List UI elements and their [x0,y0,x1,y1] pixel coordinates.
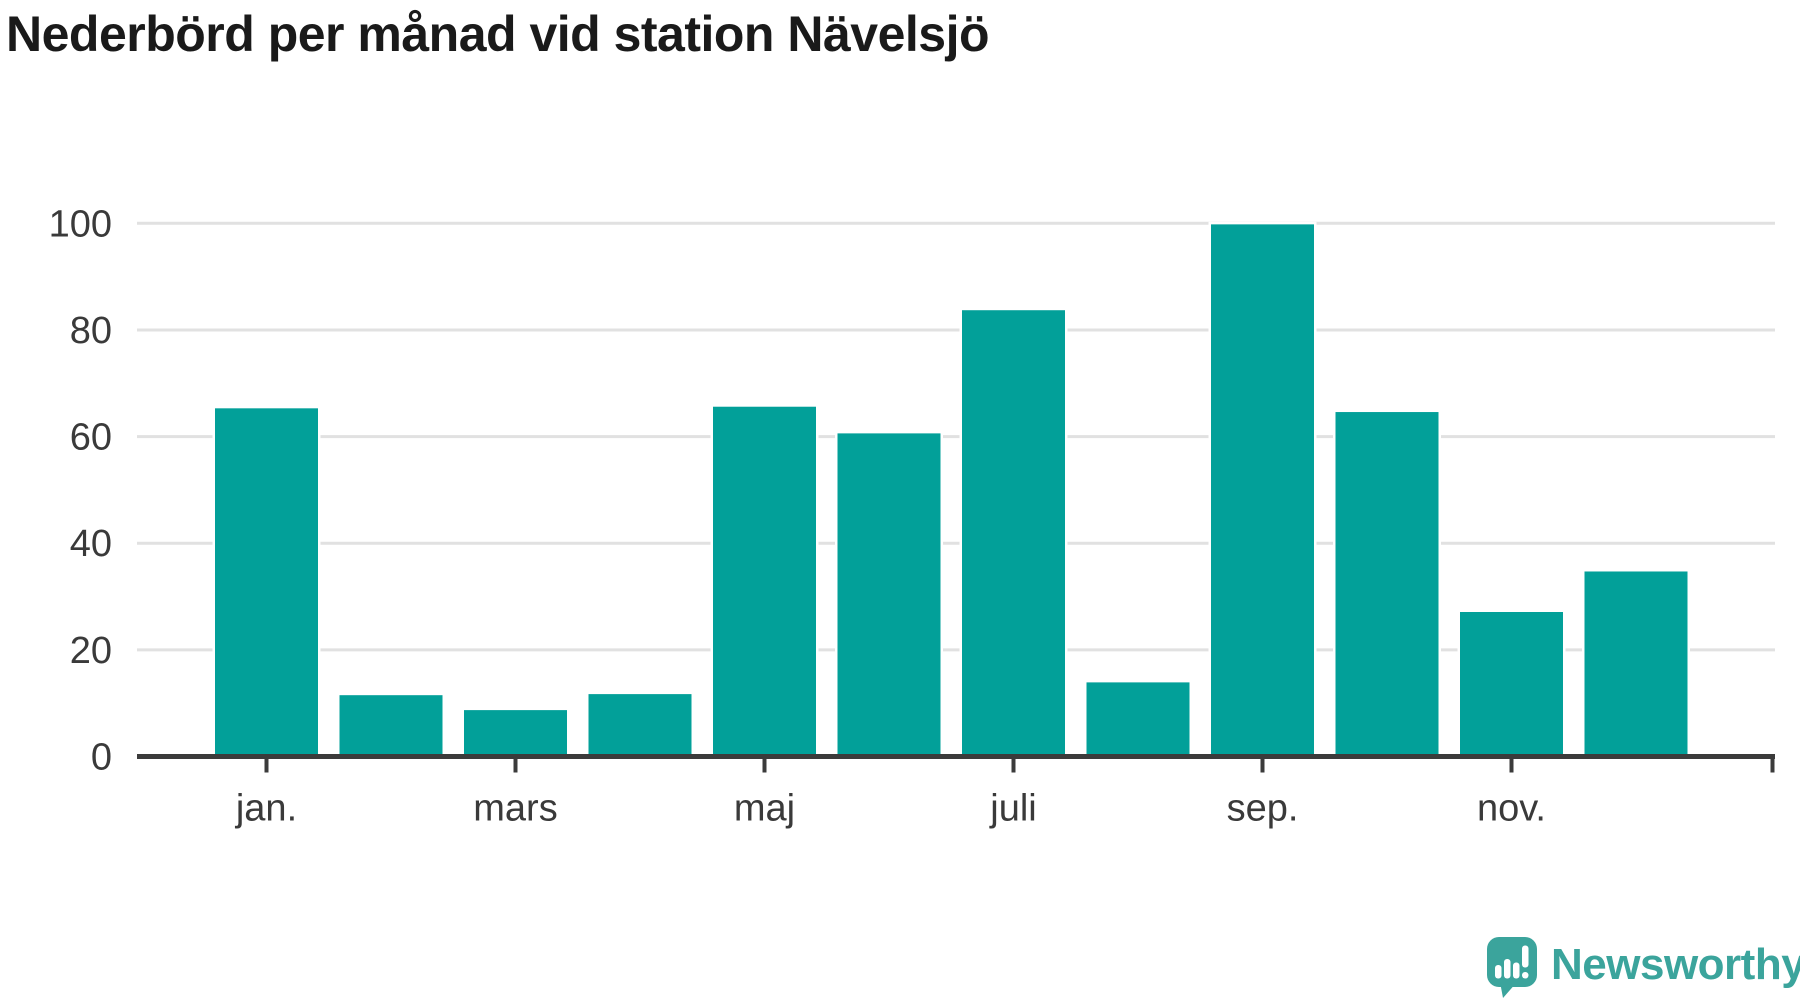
y-tick-label-0: 0 [91,737,112,779]
x-tick-label-nov.: nov. [1477,788,1546,830]
bar-sep. [1208,221,1317,761]
bar-feb. [337,692,445,762]
bar-maj [710,404,819,761]
newsworthy-logo-icon [1487,937,1537,998]
x-tick-label-jan.: jan. [235,788,297,830]
bar-apr. [586,691,694,761]
y-tick-label-20: 20 [70,630,112,672]
newsworthy-logo-text: Newsworthy [1551,939,1800,989]
x-tick-label-mars: mars [473,788,557,830]
y-tick-label-80: 80 [70,310,112,352]
bar-nov. [1457,609,1566,761]
x-tick-label-sep.: sep. [1227,788,1299,830]
bar-aug. [1084,679,1192,761]
newsworthy-logo: Newsworthy [1486,936,1800,999]
x-tick-label-maj: maj [734,788,795,830]
chart-title: Nederbörd per månad vid station Nävelsjö [6,6,990,62]
bar-dec. [1582,568,1690,762]
y-tick-label-40: 40 [70,523,112,565]
bar-juni [835,430,943,761]
bar-mars [461,707,570,761]
bar-okt. [1333,409,1441,761]
y-tick-label-100: 100 [49,203,112,245]
x-tick-label-juli: juli [989,788,1036,830]
bar-juli [959,307,1068,761]
bar-jan. [212,405,321,761]
y-tick-label-60: 60 [70,417,112,459]
